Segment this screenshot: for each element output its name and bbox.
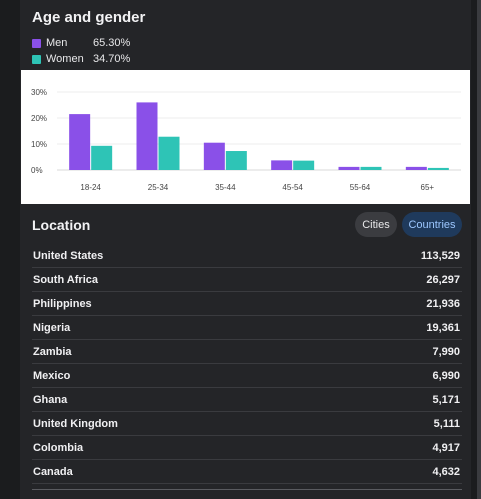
location-row: Mexico 6,990: [32, 364, 462, 388]
location-list: United States 113,529 South Africa 26,297 Ph…: [32, 244, 462, 484]
bar-women-45-54[interactable]: [293, 160, 315, 170]
country-count: 7,990: [432, 345, 460, 358]
legend-label-men: Men: [46, 37, 68, 49]
country-count: 4,632: [432, 465, 460, 478]
country-count: 5,171: [432, 393, 460, 406]
bar-men-65+[interactable]: [405, 166, 427, 170]
age-gender-title: Age and gender: [32, 9, 146, 26]
country-count: 5,111: [433, 417, 460, 430]
legend-value-women: 34.70%: [93, 53, 131, 65]
bar-women-65+[interactable]: [427, 167, 449, 170]
x-tick-label: 18-24: [80, 183, 101, 192]
country-count: 6,990: [432, 369, 460, 382]
y-tick-label: 10%: [31, 140, 47, 149]
country-name: Colombia: [33, 441, 84, 454]
bar-women-35-44[interactable]: [225, 151, 247, 170]
bar-men-55-64[interactable]: [338, 166, 360, 170]
country-count: 21,936: [426, 297, 460, 310]
x-tick-label: 35-44: [215, 183, 236, 192]
country-name: Zambia: [33, 345, 72, 358]
legend-value-men: 65.30%: [93, 37, 131, 49]
men-swatch: [32, 38, 41, 48]
country-name: Ghana: [33, 393, 68, 406]
tab-cities[interactable]: Cities: [355, 212, 397, 237]
x-tick-label: 25-34: [148, 183, 169, 192]
location-row: Ghana 5,171: [32, 388, 462, 412]
location-row: Colombia 4,917: [32, 436, 462, 460]
x-tick-label: 45-54: [282, 183, 303, 192]
age-gender-chart: 0% 10% 20% 30% 18-24 25-34 35-44 45-54 55-64 65+: [21, 70, 470, 204]
women-swatch: [32, 54, 41, 64]
country-count: 26,297: [426, 273, 460, 286]
y-tick-label: 0%: [31, 166, 43, 175]
y-tick-label: 20%: [31, 114, 47, 123]
country-name: Philippines: [33, 297, 92, 310]
country-count: 19,361: [426, 321, 460, 334]
location-row: South Africa 26,297: [32, 268, 462, 292]
location-row: United Kingdom 5,111: [32, 412, 462, 436]
y-tick-label: 30%: [31, 88, 47, 97]
tab-countries[interactable]: Countries: [402, 212, 462, 237]
legend-item-men: Men 65.30%: [32, 37, 130, 49]
location-title: Location: [32, 217, 91, 233]
country-name: Nigeria: [33, 321, 71, 334]
country-name: United States: [33, 249, 104, 262]
country-count: 4,917: [432, 441, 460, 454]
bar-men-25-34[interactable]: [136, 102, 158, 170]
bar-chart: 0% 10% 20% 30% 18-24 25-34 35-44 45-54 55-64 65+: [31, 88, 461, 192]
country-name: Mexico: [33, 369, 71, 382]
location-row: United States 113,529: [32, 244, 462, 268]
bar-men-18-24[interactable]: [69, 114, 91, 170]
location-row: Philippines 21,936: [32, 292, 462, 316]
legend-item-women: Women 34.70%: [32, 53, 130, 65]
list-divider: [32, 489, 462, 490]
bar-men-35-44[interactable]: [203, 142, 225, 170]
legend-label-women: Women: [46, 53, 84, 65]
bar-women-18-24[interactable]: [91, 145, 113, 170]
location-row: Nigeria 19,361: [32, 316, 462, 340]
country-name: Canada: [33, 465, 73, 478]
scrollbar-track[interactable]: [477, 0, 481, 499]
x-tick-label: 55-64: [350, 183, 371, 192]
location-row: Canada 4,632: [32, 460, 462, 484]
x-tick-label: 65+: [421, 183, 435, 192]
country-name: United Kingdom: [33, 417, 118, 430]
country-count: 113,529: [420, 249, 460, 262]
bar-men-45-54[interactable]: [271, 160, 293, 170]
bar-women-25-34[interactable]: [158, 136, 180, 170]
location-row: Zambia 7,990: [32, 340, 462, 364]
country-name: South Africa: [33, 273, 98, 286]
bar-women-55-64[interactable]: [360, 166, 382, 170]
